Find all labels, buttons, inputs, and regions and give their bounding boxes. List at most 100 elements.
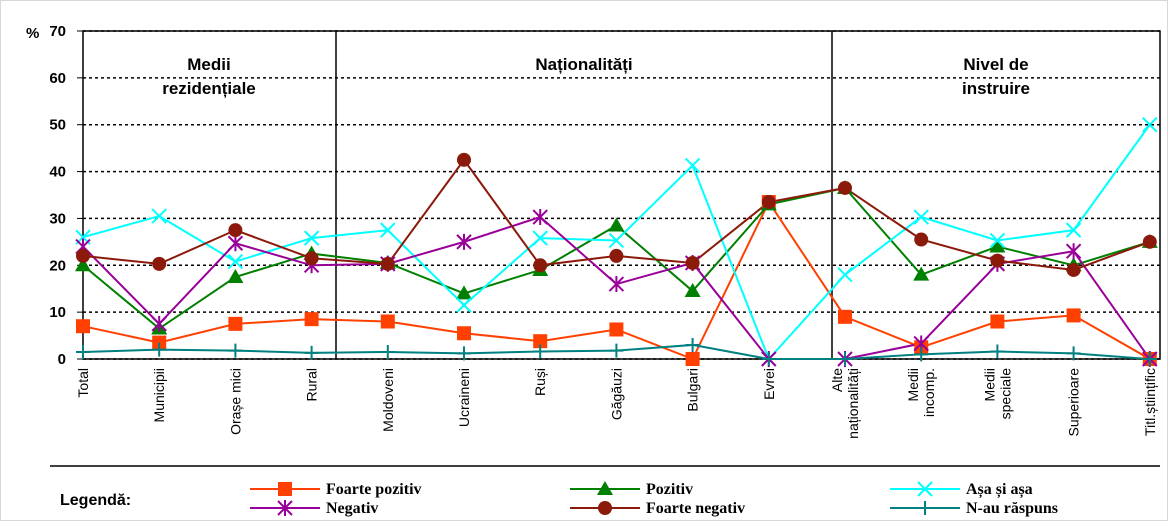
marker xyxy=(914,347,929,362)
marker xyxy=(917,481,933,497)
marker xyxy=(152,342,167,357)
group-label: rezidențiale xyxy=(162,79,256,98)
marker xyxy=(838,352,852,366)
marker xyxy=(228,343,243,358)
x-tick-label: Găgăuzi xyxy=(608,368,624,420)
x-tick-label: Titl.științific xyxy=(1142,368,1158,436)
marker xyxy=(227,253,244,270)
marker xyxy=(989,232,1006,249)
x-tick-label: Evrei xyxy=(761,368,777,400)
marker xyxy=(532,230,548,246)
x-tick-label: Moldoveni xyxy=(380,368,396,432)
marker xyxy=(913,209,929,225)
marker xyxy=(990,253,1005,268)
x-tick-label: Municipii xyxy=(151,368,167,422)
y-tick-label: 60 xyxy=(49,70,66,87)
marker xyxy=(608,276,625,293)
marker xyxy=(278,482,292,496)
y-tick-label: 30 xyxy=(49,210,66,227)
marker xyxy=(597,481,613,495)
x-tick-label: Ucraineni xyxy=(456,368,472,427)
marker xyxy=(151,208,167,224)
marker xyxy=(684,283,701,298)
marker xyxy=(380,222,396,238)
marker xyxy=(533,334,548,349)
y-tick-label: 70 xyxy=(49,23,66,40)
marker xyxy=(304,345,319,360)
marker xyxy=(76,344,90,359)
x-tick-label: Mediiincomp. xyxy=(905,368,937,417)
legend-label: Așa și așa xyxy=(966,481,1033,499)
x-tick-label: Total xyxy=(75,368,91,398)
marker xyxy=(1066,308,1081,323)
marker xyxy=(227,235,244,252)
marker xyxy=(380,314,395,329)
y-tick-label: 20 xyxy=(49,257,66,274)
marker xyxy=(1066,262,1081,277)
marker xyxy=(532,209,548,226)
marker xyxy=(1142,352,1157,366)
legend-label: Foarte pozitiv xyxy=(326,481,422,498)
x-tick-label: Altenaționalități xyxy=(829,368,861,439)
marker xyxy=(380,344,395,359)
x-tick-label: Bulgari xyxy=(685,368,701,412)
marker xyxy=(380,256,395,271)
group-label: instruire xyxy=(962,79,1030,98)
group-label: Nivel de xyxy=(963,55,1028,74)
marker xyxy=(913,266,930,281)
marker xyxy=(838,180,852,195)
y-tick-label: 50 xyxy=(49,117,66,134)
y-axis-label: % xyxy=(26,25,39,42)
marker xyxy=(609,248,624,263)
marker xyxy=(990,344,1005,359)
marker xyxy=(761,352,776,366)
marker xyxy=(457,326,471,341)
marker xyxy=(152,335,167,350)
marker xyxy=(533,344,548,359)
legend-label: Negativ xyxy=(326,500,378,517)
marker xyxy=(1065,222,1082,238)
marker xyxy=(990,314,1005,329)
y-tick-label: 40 xyxy=(49,164,66,181)
marker xyxy=(457,152,471,167)
marker xyxy=(228,316,243,331)
marker xyxy=(457,346,471,361)
marker xyxy=(914,232,929,247)
marker xyxy=(1065,243,1082,260)
marker xyxy=(533,258,548,273)
marker xyxy=(303,230,320,246)
legend-title: Legendă: xyxy=(60,492,131,509)
marker xyxy=(456,285,472,300)
marker xyxy=(918,501,932,515)
marker xyxy=(609,322,624,337)
marker xyxy=(685,337,700,352)
marker xyxy=(1142,117,1158,133)
marker xyxy=(609,343,624,358)
marker xyxy=(838,309,852,324)
y-tick-label: 0 xyxy=(58,351,66,368)
group-label: Medii xyxy=(187,55,230,74)
marker xyxy=(304,251,319,266)
marker xyxy=(608,232,625,249)
marker xyxy=(151,315,167,332)
marker xyxy=(228,223,243,238)
legend-label: Foarte negativ xyxy=(646,500,745,517)
marker xyxy=(1142,234,1157,249)
marker xyxy=(989,238,1006,253)
marker xyxy=(456,297,472,313)
marker xyxy=(304,312,319,327)
marker xyxy=(152,256,167,271)
marker xyxy=(76,319,90,334)
legend-label: Pozitiv xyxy=(646,481,693,498)
x-tick-label: Mediispeciale xyxy=(981,368,1013,420)
marker xyxy=(456,233,472,250)
marker xyxy=(598,501,612,515)
marker xyxy=(685,352,700,366)
plot-border xyxy=(82,30,1161,360)
y-tick-label: 10 xyxy=(49,304,66,321)
legend-label: N-au răspuns xyxy=(966,500,1058,517)
x-tick-label: Rural xyxy=(304,368,320,401)
x-tick-label: Orașe mici xyxy=(227,368,243,435)
marker xyxy=(1066,346,1081,361)
marker xyxy=(685,255,700,270)
